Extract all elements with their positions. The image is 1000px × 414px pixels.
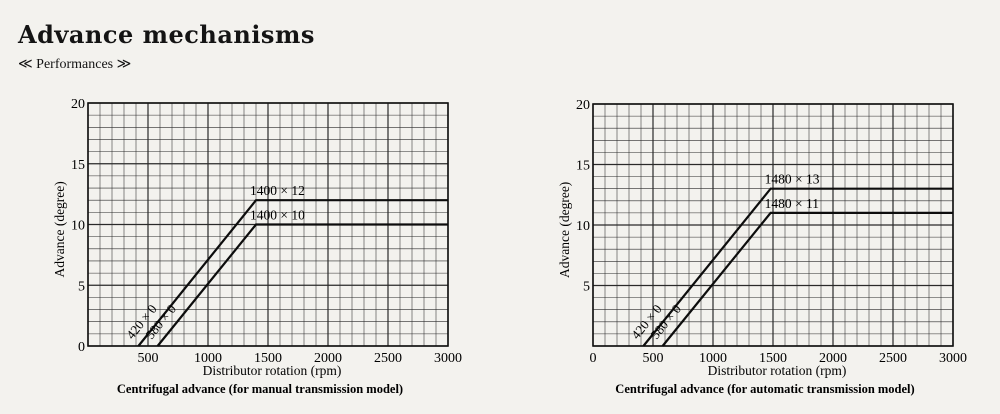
knee-point-label: 1400 × 12 [250,183,305,198]
y-tick-label: 15 [576,159,590,174]
y-tick-label: 0 [78,340,85,355]
x-axis-label: Distributor rotation (rpm) [708,363,847,378]
y-tick-label: 5 [78,279,85,294]
x-tick-label: 3000 [434,351,462,366]
page-title: Advance mechanisms [18,20,315,49]
chart-2: 0 500 1000 1500 2000 2500 3000 5 10 15 20 Distribut… [557,98,967,396]
chart-1: 500 1000 1500 2000 2500 3000 0 5 10 15 20 Distribut… [52,97,462,396]
series-line-1 [137,199,448,347]
y-tick-label: 15 [71,158,85,173]
knee-point-label: 1400 × 10 [250,208,305,223]
x-tick-label: 1500 [759,351,787,366]
series-line-2 [156,223,448,347]
knee-point-label: 1480 × 13 [765,172,820,187]
x-tick-label: 2500 [374,351,402,366]
series-line-1 [642,187,953,347]
x-tick-label: 500 [138,351,159,366]
y-tick-label: 20 [71,97,85,112]
y-axis-label: Advance (degree) [557,182,572,278]
series-line-2 [661,211,953,347]
page-subtitle: ≪ Performances ≫ [18,57,132,72]
x-tick-label: 0 [590,351,597,366]
x-tick-label: 1000 [699,351,727,366]
y-axis-label: Advance (degree) [52,181,67,277]
x-tick-label: 500 [643,351,664,366]
plot-frame [592,103,954,347]
y-tick-label: 20 [576,98,590,113]
x-axis-label: Distributor rotation (rpm) [203,363,342,378]
chart-caption: Centrifugal advance (for automatic trans… [615,382,914,396]
x-tick-label: 3000 [939,351,967,366]
x-tick-label: 2500 [879,351,907,366]
x-tick-label: 2000 [314,351,342,366]
x-tick-label: 1000 [194,351,222,366]
y-tick-label: 10 [576,219,590,234]
y-tick-label: 10 [71,219,85,234]
chart-caption: Centrifugal advance (for manual transmis… [117,382,403,396]
y-tick-label: 5 [583,280,590,295]
x-tick-label: 2000 [819,351,847,366]
x-tick-label: 1500 [254,351,282,366]
knee-point-label: 1480 × 11 [765,196,819,211]
